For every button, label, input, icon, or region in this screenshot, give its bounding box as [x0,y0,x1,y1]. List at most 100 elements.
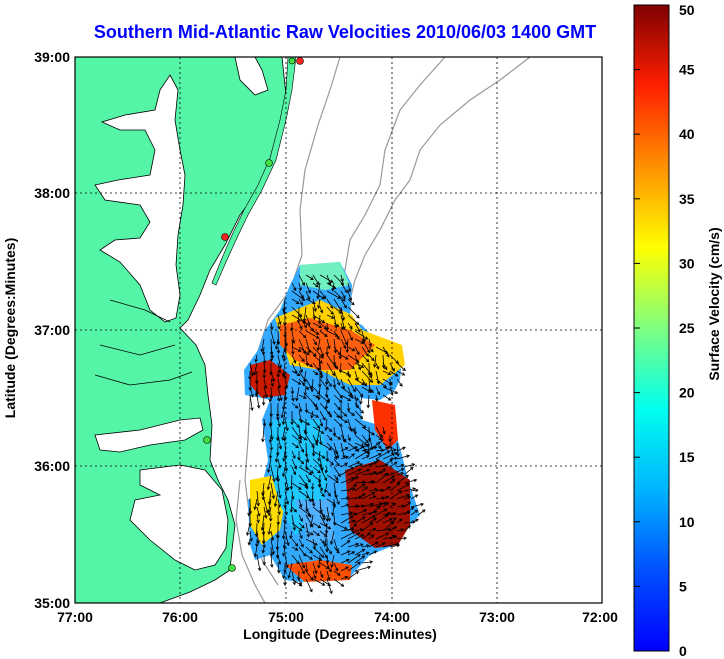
velocity-arrow [361,502,374,508]
velocity-arrow [298,290,304,299]
velocity-arrow [284,458,289,472]
velocity-arrow [261,546,266,554]
lon-tick-label: 76:00 [162,609,198,625]
velocity-arrow [382,386,399,394]
velocity-arrow [326,274,332,286]
velocity-arrow [326,458,334,466]
velocity-arrow [290,322,294,332]
velocity-arrow [389,543,401,548]
velocity-arrow [403,466,414,476]
velocity-arrow [340,274,344,283]
velocity-arrow [305,330,320,339]
station-marker [228,564,236,572]
velocity-arrow [354,548,366,556]
velocity-arrow [389,362,395,372]
velocity-arrow [276,474,281,483]
velocity-arrow [291,434,303,444]
velocity-arrow [347,434,351,442]
velocity-arrow [266,458,272,474]
velocity-arrow [333,322,340,328]
velocity-arrow [410,518,419,524]
velocity-arrow [305,506,312,518]
velocity-arrow [340,496,350,500]
velocity-arrow [354,516,366,524]
velocity-arrow [290,410,294,426]
velocity-arrow [340,558,350,564]
velocity-arrow [311,498,316,507]
velocity-arrow [312,322,323,328]
lon-tick-label: 73:00 [479,609,515,625]
velocity-arrow [303,426,308,434]
velocity-arrow [312,402,319,411]
velocity-arrow [276,370,280,378]
velocity-arrow [340,566,349,572]
velocity-arrow [298,394,307,399]
velocity-arrow [325,322,330,332]
velocity-arrow [324,386,329,398]
velocity-arrow [340,527,355,532]
velocity-arrow [361,346,369,357]
velocity-arrow [274,338,279,350]
velocity-arrow [382,362,388,371]
velocity-arrow [298,402,303,413]
velocity-arrow [298,522,305,529]
velocity-arrow [281,426,286,441]
barrier-islands [211,57,297,286]
velocity-arrow [254,386,259,397]
velocity-arrow [261,426,265,443]
velocity-arrow [382,495,390,500]
velocity-arrow [368,527,377,532]
velocity-arrow [382,511,392,516]
velocity-arrow [354,322,361,333]
velocity-arrow [375,488,385,493]
velocity-arrow [326,410,332,418]
velocity-arrow [380,434,384,443]
velocity-arrow [247,538,252,546]
velocity-arrow [268,450,273,460]
velocity-arrow [354,493,366,500]
velocity-arrow [354,410,364,420]
colorbar-tick-label: 30 [679,255,695,271]
velocity-arrow [333,290,346,302]
velocity-arrow [319,306,324,314]
velocity-arrow [298,434,308,441]
velocity-arrow [270,370,275,383]
velocity-arrow [347,468,362,476]
lon-tick-label: 72:00 [582,609,618,625]
velocity-arrow [266,474,272,491]
velocity-arrow [319,362,324,379]
station-marker [203,436,211,444]
velocity-arrow [282,538,287,549]
velocity-arrow [382,426,386,435]
velocity-arrow [291,450,296,460]
velocity-arrow [354,555,366,564]
velocity-arrow [277,378,282,389]
velocity-arrow [256,554,262,572]
velocity-arrow [333,370,341,386]
velocity-arrow [389,478,396,484]
velocity-arrow [268,514,273,522]
velocity-arrow [326,562,332,573]
velocity-arrow [284,482,289,492]
colorbar-tick-label: 35 [679,191,695,207]
velocity-arrows [246,274,426,595]
velocity-arrow [298,442,305,453]
velocity-arrow [347,290,353,302]
velocity-arrow [354,450,370,460]
velocity-arrow [389,370,399,377]
velocity-arrow [361,532,372,540]
velocity-arrow [277,362,282,374]
velocity-arrow [317,554,321,569]
velocity-arrow [333,450,338,460]
velocity-arrow [333,330,340,341]
velocity-arrow [340,462,349,468]
velocity-arrow [368,441,381,452]
velocity-arrow [319,466,328,482]
velocity-arrow [340,515,354,524]
velocity-arrow [389,354,399,364]
velocity-arrow [333,418,343,427]
velocity-arrow [333,578,345,587]
velocity-arrow [333,362,339,370]
colorbar-tick-label: 20 [679,385,695,401]
